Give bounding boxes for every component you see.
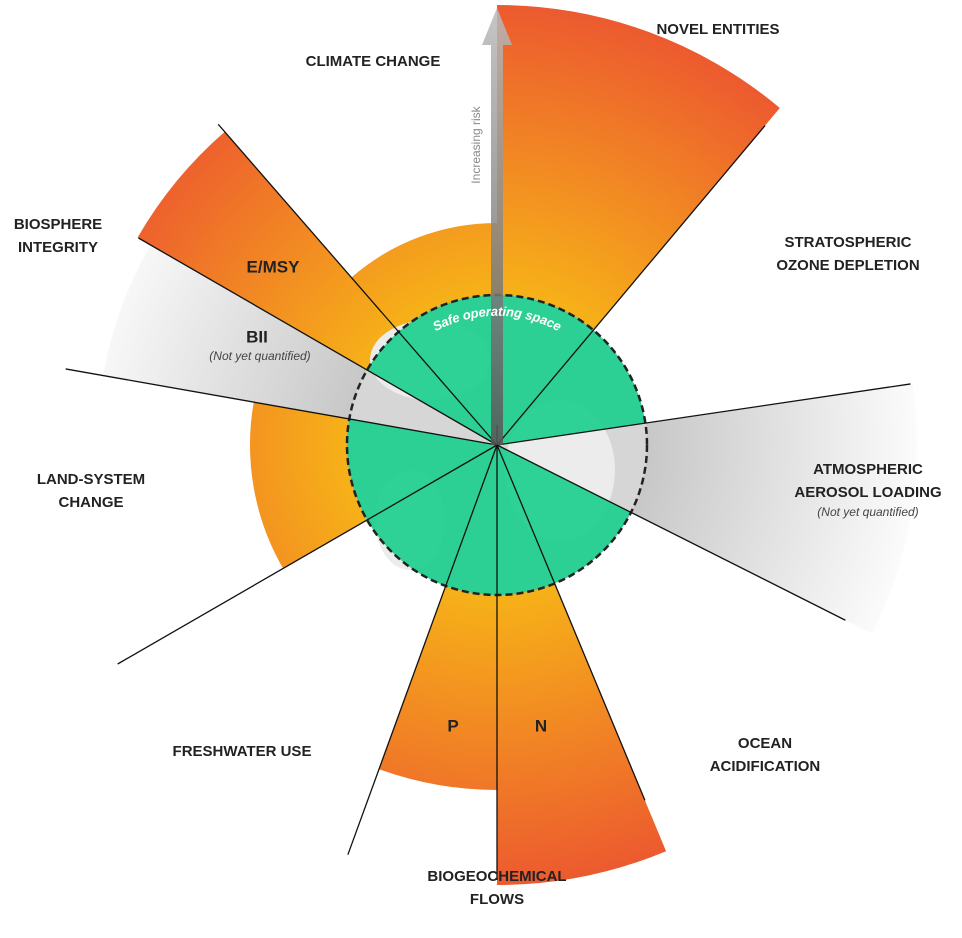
safe-wedge bbox=[497, 330, 646, 445]
boundary-note: (Not yet quantified) bbox=[817, 505, 918, 519]
boundary-label: OCEAN bbox=[738, 735, 792, 752]
boundary-label: INTEGRITY bbox=[18, 239, 98, 256]
safe-wedge bbox=[367, 331, 497, 445]
divider bbox=[496, 383, 911, 446]
divider bbox=[496, 125, 766, 446]
divider bbox=[65, 368, 498, 446]
boundary-label: FRESHWATER USE bbox=[173, 743, 312, 760]
safe-wedge bbox=[497, 295, 594, 445]
boundary-label: NOVEL ENTITIES bbox=[656, 21, 779, 38]
risk-arrow bbox=[482, 8, 512, 445]
risk-label: Increasing risk bbox=[469, 105, 483, 183]
safe-wedge bbox=[347, 418, 497, 520]
safe-wedge bbox=[398, 295, 497, 445]
safe-wedge bbox=[497, 445, 632, 584]
boundary-label: LAND-SYSTEM bbox=[37, 471, 145, 488]
safe-wedge bbox=[367, 445, 497, 586]
divider bbox=[138, 237, 498, 446]
boundary-label: CLIMATE CHANGE bbox=[306, 53, 441, 70]
sub-label: E/MSY bbox=[247, 257, 301, 276]
divider bbox=[496, 444, 846, 621]
divider bbox=[347, 444, 498, 855]
boundary-label: CHANGE bbox=[58, 494, 123, 511]
boundary-label: BIOGEOCHEMICAL bbox=[427, 868, 566, 885]
boundary-label: AEROSOL LOADING bbox=[794, 484, 941, 501]
boundary-label: STRATOSPHERIC bbox=[785, 234, 912, 251]
labels: Increasing risk CLIMATE CHANGE NOVEL ENTIT… bbox=[14, 21, 942, 908]
divider bbox=[496, 444, 646, 801]
boundary-label: ATMOSPHERIC bbox=[813, 461, 923, 478]
boundary-label: BIOSPHERE bbox=[14, 216, 102, 233]
safe-wedge bbox=[445, 445, 555, 596]
boundary-label: FLOWS bbox=[470, 891, 524, 908]
wedges bbox=[65, 5, 917, 885]
sub-note: (Not yet quantified) bbox=[209, 349, 310, 363]
divider bbox=[117, 444, 498, 665]
boundary-label: ACIDIFICATION bbox=[710, 758, 821, 775]
divider bbox=[217, 123, 498, 446]
sub-label: BII bbox=[246, 327, 268, 346]
sub-label: N bbox=[535, 716, 547, 735]
boundary-label: OZONE DEPLETION bbox=[776, 257, 919, 274]
sub-label: P bbox=[447, 716, 458, 735]
